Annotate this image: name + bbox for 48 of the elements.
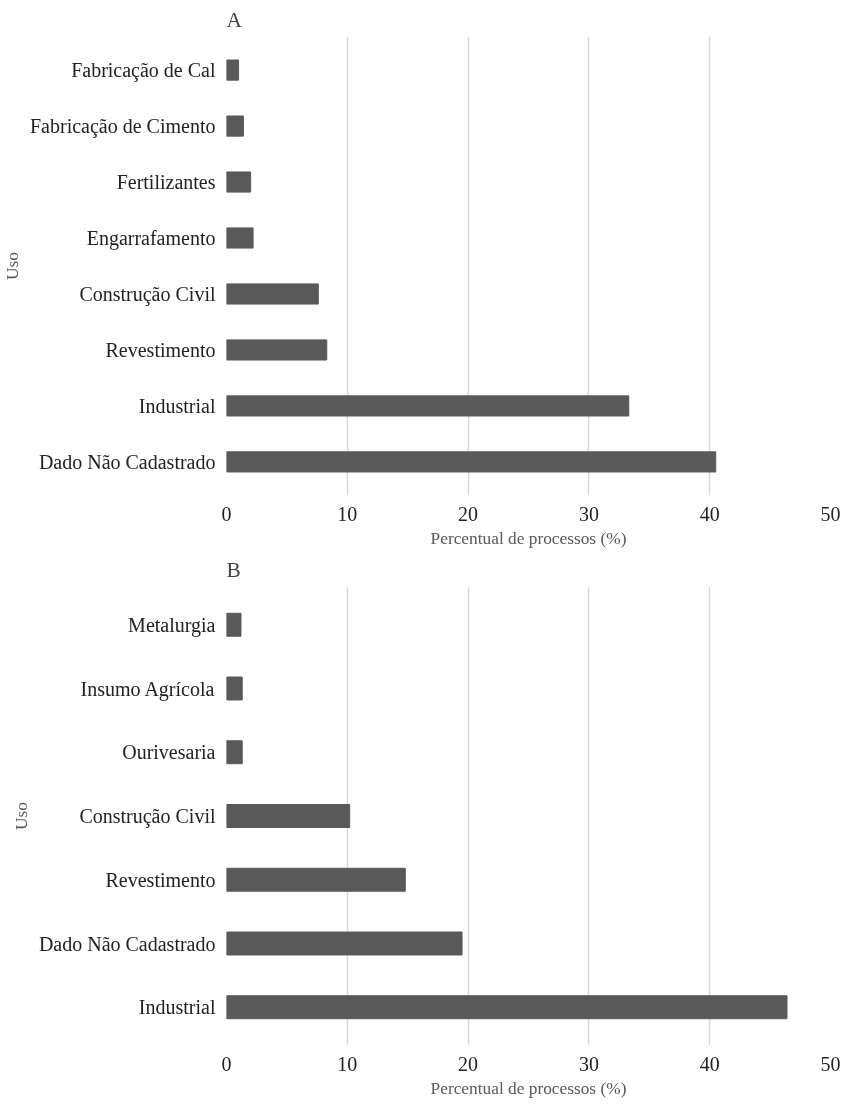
x-tick-label: 30 bbox=[578, 502, 599, 525]
y-tick-label: Ourivesaria bbox=[122, 741, 216, 764]
x-tick-label: 50 bbox=[820, 502, 841, 525]
bar bbox=[226, 283, 319, 305]
y-tick-label: Fabricação de Cal bbox=[71, 59, 216, 83]
bar bbox=[226, 676, 243, 701]
y-axis-title: Uso bbox=[3, 252, 23, 280]
y-tick-label: Insumo Agrícola bbox=[80, 677, 215, 701]
y-tick-label: Industrial bbox=[138, 394, 216, 417]
x-tick-label: 20 bbox=[458, 502, 479, 525]
bar bbox=[226, 395, 630, 417]
x-tick-label: 0 bbox=[221, 1052, 232, 1075]
bar bbox=[226, 339, 328, 361]
y-tick-label: Fertilizantes bbox=[116, 171, 216, 194]
y-tick-label: Revestimento bbox=[105, 868, 216, 891]
y-tick-label: Engarrafamento bbox=[86, 227, 216, 251]
chart-title: B bbox=[226, 557, 241, 582]
x-tick-label: 10 bbox=[337, 1052, 358, 1075]
x-tick-label: 40 bbox=[699, 502, 720, 525]
y-tick-label: Revestimento bbox=[105, 338, 216, 361]
bar bbox=[226, 612, 242, 637]
bar bbox=[226, 740, 243, 765]
y-tick-label: Industrial bbox=[138, 996, 216, 1019]
y-tick-label: Dado Não Cadastrado bbox=[38, 450, 216, 473]
y-tick-label: Dado Não Cadastrado bbox=[38, 932, 216, 955]
x-tick-label: 30 bbox=[578, 1052, 599, 1075]
x-tick-label: 10 bbox=[337, 502, 358, 525]
y-axis-title: Uso bbox=[11, 802, 31, 830]
y-tick-label: Metalurgia bbox=[128, 613, 216, 637]
bar bbox=[226, 227, 254, 249]
bar bbox=[226, 867, 406, 892]
bar bbox=[226, 115, 244, 137]
x-tick-label: 20 bbox=[458, 1052, 479, 1075]
bar bbox=[226, 171, 252, 193]
x-tick-label: 40 bbox=[699, 1052, 720, 1075]
chart-title: A bbox=[226, 7, 243, 32]
bar bbox=[226, 804, 351, 828]
bar bbox=[226, 931, 463, 956]
y-tick-label: Construção Civil bbox=[79, 805, 216, 828]
bar bbox=[226, 59, 240, 81]
x-axis-title: Percentual de processos (%) bbox=[430, 528, 627, 548]
bar bbox=[226, 451, 717, 473]
y-tick-label: Construção Civil bbox=[79, 282, 216, 306]
y-tick-label: Fabricação de Cimento bbox=[30, 115, 216, 139]
bar bbox=[226, 995, 788, 1020]
x-axis-title: Percentual de processos (%) bbox=[430, 1078, 627, 1098]
x-tick-label: 50 bbox=[820, 1052, 841, 1075]
x-tick-label: 0 bbox=[221, 502, 232, 525]
